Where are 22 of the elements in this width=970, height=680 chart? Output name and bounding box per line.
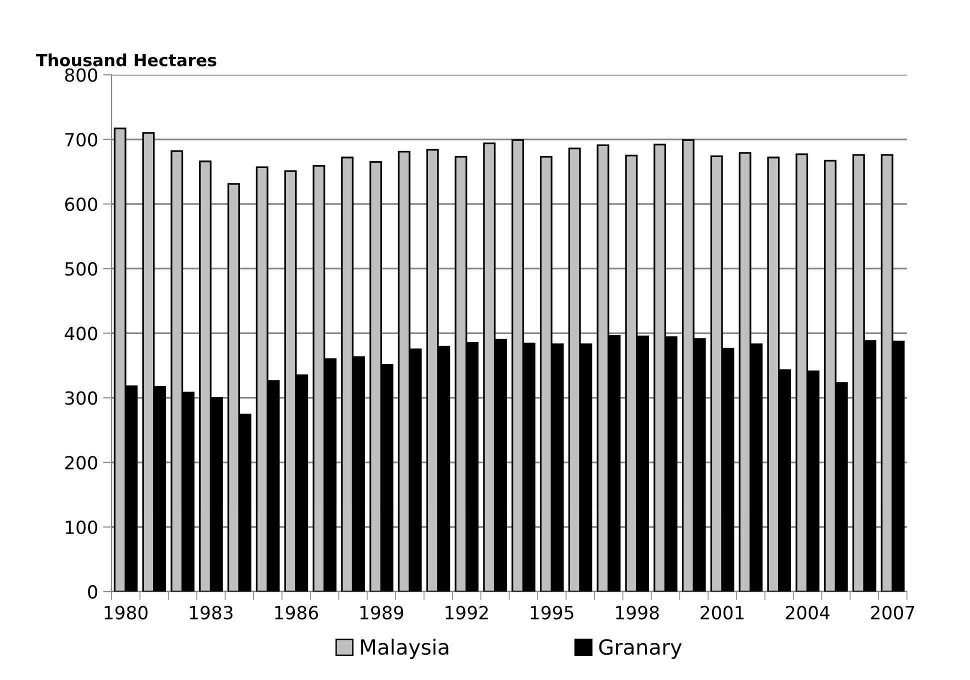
x-tick-label: 1983 (190, 606, 232, 620)
x-tick-label: 2004 (786, 606, 830, 620)
x-tick-label: 2007 (871, 606, 914, 620)
x-tick-label: 2001 (700, 606, 744, 620)
y-tick-label: 500 (65, 262, 98, 276)
x-tick-label: 1986 (275, 606, 318, 620)
legend-label: Malaysia (361, 638, 448, 659)
y-tick-label: 700 (65, 132, 98, 147)
x-tick-label: 1989 (360, 606, 404, 620)
y-tick-label: 300 (65, 391, 98, 405)
x-tick-label: 1992 (446, 606, 488, 620)
y-tick-label: 100 (66, 520, 98, 534)
y-tick-label: 800 (65, 68, 98, 82)
y-tick-label: 400 (64, 326, 98, 340)
y-tick-label: 200 (65, 456, 98, 470)
x-tick-label: 1995 (530, 606, 574, 620)
y-tick-label: 0 (88, 585, 98, 599)
x-tick-label: 1980 (104, 606, 148, 620)
y-tick-label: 600 (65, 197, 98, 212)
y-axis-title: Thousand Hectares (36, 54, 216, 66)
legend-label: Granary (599, 639, 682, 659)
x-tick-label: 1998 (616, 606, 659, 620)
